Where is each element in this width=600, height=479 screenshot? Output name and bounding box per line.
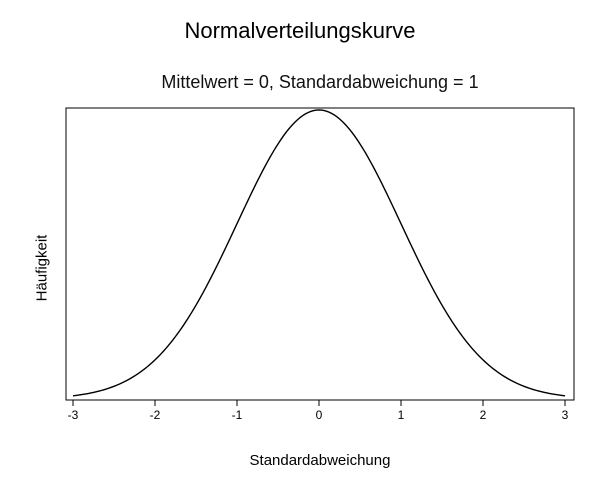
x-tick-label: -1 [232, 408, 243, 422]
x-axis-label: Standardabweichung [249, 452, 391, 469]
x-tick-label: -2 [150, 408, 161, 422]
plot-frame [65, 107, 575, 401]
x-tick-label: 2 [480, 408, 487, 422]
x-tick-label: 1 [398, 408, 405, 422]
x-tick-label: 3 [562, 408, 569, 422]
x-axis-ticks: -3 -2 -1 0 1 2 3 [68, 400, 569, 422]
chart-title: Normalverteilungskurve [184, 18, 416, 43]
x-tick-label: -3 [68, 408, 79, 422]
x-tick-label: 0 [316, 408, 323, 422]
y-axis-label: Häufigkeit [33, 234, 51, 302]
normal-distribution-curve [72, 109, 566, 397]
chart-subtitle: Mittelwert = 0, Standardabweichung = 1 [161, 72, 479, 92]
